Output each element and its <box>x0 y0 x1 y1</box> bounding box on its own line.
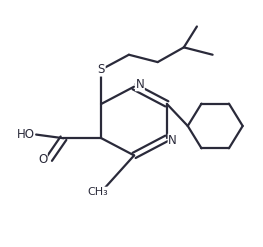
Text: HO: HO <box>17 128 34 141</box>
Text: N: N <box>168 134 177 147</box>
Text: CH₃: CH₃ <box>87 187 108 197</box>
Text: S: S <box>98 63 105 76</box>
Text: O: O <box>38 153 47 166</box>
Text: N: N <box>135 78 144 91</box>
